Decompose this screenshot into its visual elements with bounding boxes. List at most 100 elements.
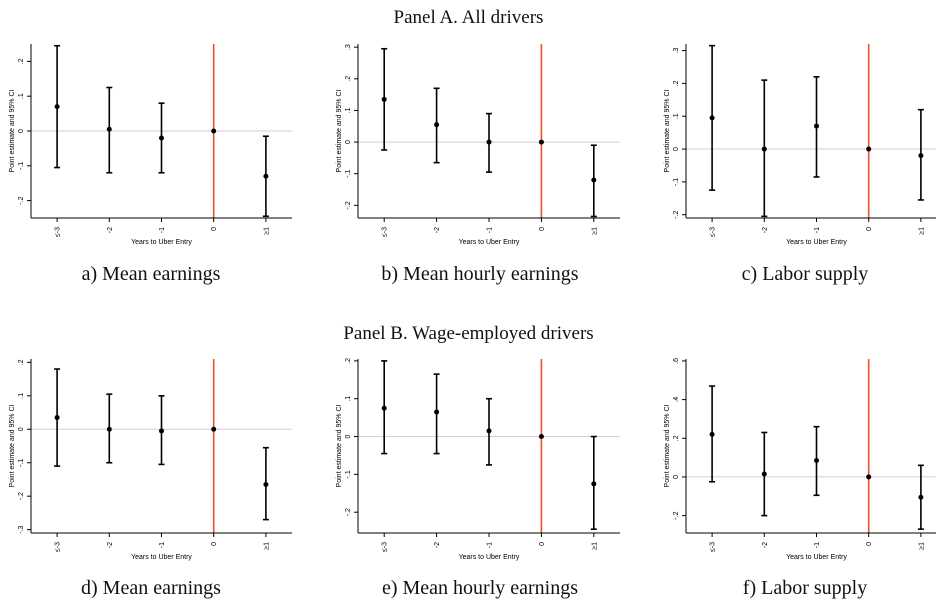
y-tick-label: .1: [18, 393, 25, 399]
y-tick-label: .4: [673, 397, 680, 403]
point-estimate: [434, 122, 440, 128]
x-axis-title: Years to Uber Entry: [131, 239, 192, 246]
y-tick-label: .2: [345, 76, 352, 82]
x-tick-label: 0: [539, 227, 546, 231]
point-estimate: [709, 115, 715, 121]
caption-e: e) Mean hourly earnings: [381, 577, 579, 599]
x-tick-label: 0: [211, 542, 218, 546]
y-tick-label: -.3: [18, 525, 25, 533]
y-tick-label: 0: [345, 434, 352, 438]
point-estimate: [54, 104, 60, 110]
y-tick-label: .2: [345, 358, 352, 364]
point-estimate: [263, 173, 269, 179]
x-tick-label: -1: [814, 227, 821, 233]
point-estimate: [918, 153, 924, 159]
y-axis-title: Point estimate and 95% CI: [664, 90, 671, 173]
y-tick-label: 0: [18, 427, 25, 431]
x-axis-title: Years to Uber Entry: [459, 554, 520, 561]
panel-b-title: Panel B. Wage-employed drivers: [343, 323, 594, 344]
y-tick-label: .2: [18, 359, 25, 365]
x-tick-label: -1: [487, 227, 494, 233]
y-tick-label: .1: [673, 113, 680, 119]
point-estimate: [866, 474, 872, 480]
y-tick-label: -.1: [673, 178, 680, 186]
y-tick-label: -.1: [18, 162, 25, 170]
x-tick-label: -1: [487, 542, 494, 548]
x-tick-label: ≥1: [591, 227, 598, 235]
x-tick-label: ≤-3: [55, 542, 62, 552]
point-estimate: [486, 428, 492, 434]
x-axis-title: Years to Uber Entry: [786, 239, 847, 246]
y-axis-title: Point estimate and 95% CI: [336, 405, 343, 488]
point-estimate: [211, 426, 217, 432]
y-tick-label: 0: [673, 475, 680, 479]
y-tick-label: -.2: [673, 511, 680, 519]
x-tick-label: ≤-3: [382, 227, 389, 237]
point-estimate: [866, 146, 872, 152]
point-estimate: [54, 415, 60, 421]
caption-f: f) Labor supply: [742, 577, 868, 599]
point-estimate: [106, 126, 112, 132]
point-estimate: [263, 481, 269, 487]
x-tick-label: -2: [434, 542, 441, 548]
chart-f: -.2 0 .2 .4 .6 Point estimate and 95% CI ≤-3 -2…: [664, 358, 936, 561]
y-axis-title: Point estimate and 95% CI: [9, 405, 16, 488]
y-tick-label: -.2: [18, 196, 25, 204]
x-tick-label: ≤-3: [710, 542, 717, 552]
x-axis-title: Years to Uber Entry: [131, 554, 192, 561]
x-tick-label: -1: [159, 227, 166, 233]
caption-b: b) Mean hourly earnings: [381, 263, 579, 285]
y-tick-label: 0: [673, 147, 680, 151]
point-estimate: [591, 177, 597, 183]
chart-b: -.2 -.1 0 .1 .2 .3 Point estimate and 95% CI ≤-…: [336, 44, 620, 246]
x-axis-title: Years to Uber Entry: [459, 239, 520, 246]
point-estimate: [538, 434, 544, 440]
x-tick-label: 0: [211, 227, 218, 231]
caption-c: c) Labor supply: [741, 263, 869, 285]
caption-a: a) Mean earnings: [81, 263, 221, 285]
x-axis-title: Years to Uber Entry: [786, 554, 847, 561]
x-tick-label: -2: [762, 542, 769, 548]
y-tick-label: -.2: [673, 211, 680, 219]
x-tick-label: ≤-3: [382, 542, 389, 552]
point-estimate: [106, 426, 112, 432]
y-axis-title: Point estimate and 95% CI: [336, 90, 343, 173]
y-tick-label: -.2: [18, 492, 25, 500]
point-estimate: [814, 123, 819, 129]
y-tick-label: .3: [673, 48, 680, 54]
y-tick-label: 0: [18, 129, 25, 133]
chart-a: -.2 -.1 0 .1 .2 Point estimate and 95% CI ≤-3 -…: [9, 44, 292, 246]
point-estimate: [814, 458, 819, 463]
y-tick-label: -.1: [345, 470, 352, 478]
point-estimate: [381, 405, 387, 411]
point-estimate: [538, 139, 544, 145]
chart-e: -.2 -.1 0 .1 .2 Point estimate and 95% CI ≤-3 -…: [336, 358, 620, 561]
y-tick-label: .3: [345, 44, 352, 50]
x-tick-label: ≥1: [918, 227, 925, 235]
y-tick-label: .2: [673, 435, 680, 441]
x-tick-label: 0: [866, 542, 873, 546]
y-tick-label: .1: [345, 396, 352, 402]
point-estimate: [211, 128, 217, 134]
point-estimate: [918, 494, 924, 500]
x-tick-label: -2: [434, 227, 441, 233]
point-estimate: [434, 409, 440, 415]
y-tick-label: .2: [18, 58, 25, 64]
point-estimate: [159, 135, 164, 141]
chart-c: -.2 -.1 0 .1 .2 .3 Point estimate and 95% CI ≤-…: [664, 44, 936, 246]
y-tick-label: -.1: [18, 459, 25, 467]
x-tick-label: ≥1: [591, 542, 598, 550]
x-tick-label: -1: [814, 542, 821, 548]
x-tick-label: ≥1: [263, 227, 270, 235]
y-tick-label: .2: [673, 80, 680, 86]
y-tick-label: -.1: [345, 170, 352, 178]
panel-a-title: Panel A. All drivers: [393, 7, 544, 28]
x-tick-label: -2: [107, 227, 114, 233]
x-tick-label: 0: [539, 542, 546, 546]
x-tick-label: 0: [866, 227, 873, 231]
point-estimate: [591, 481, 597, 487]
y-tick-label: 0: [345, 140, 352, 144]
x-tick-label: ≤-3: [55, 227, 62, 237]
x-tick-label: ≥1: [918, 542, 925, 550]
point-estimate: [381, 96, 387, 102]
